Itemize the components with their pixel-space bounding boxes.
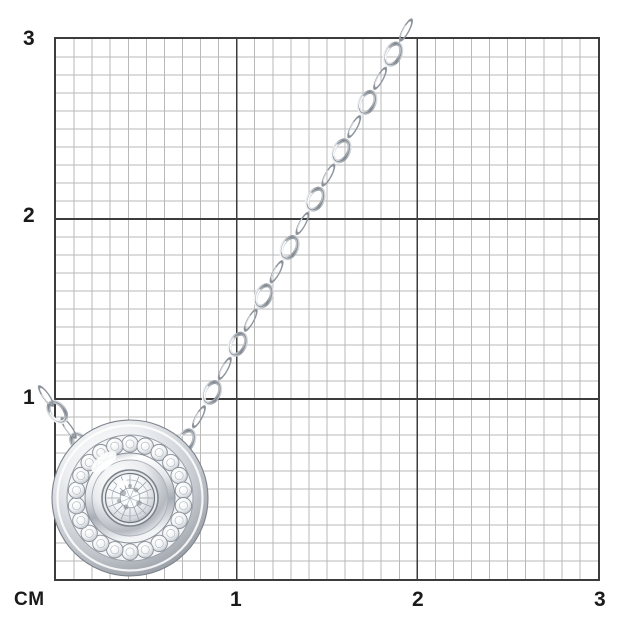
x-axis-tick-2: 2 bbox=[412, 588, 424, 611]
y-axis-tick-1: 1 bbox=[23, 386, 35, 409]
chain-link-highlight bbox=[400, 24, 406, 37]
chain-link-highlight bbox=[41, 394, 50, 405]
unit-label: CM bbox=[14, 589, 45, 610]
x-axis-tick-1: 1 bbox=[230, 588, 242, 611]
x-axis-tick-3: 3 bbox=[594, 588, 606, 611]
measurement-grid bbox=[54, 37, 600, 581]
y-axis-tick-3: 3 bbox=[23, 27, 35, 50]
chain-link bbox=[37, 385, 55, 407]
y-axis-tick-2: 2 bbox=[23, 204, 35, 227]
grid-lines bbox=[56, 39, 598, 579]
